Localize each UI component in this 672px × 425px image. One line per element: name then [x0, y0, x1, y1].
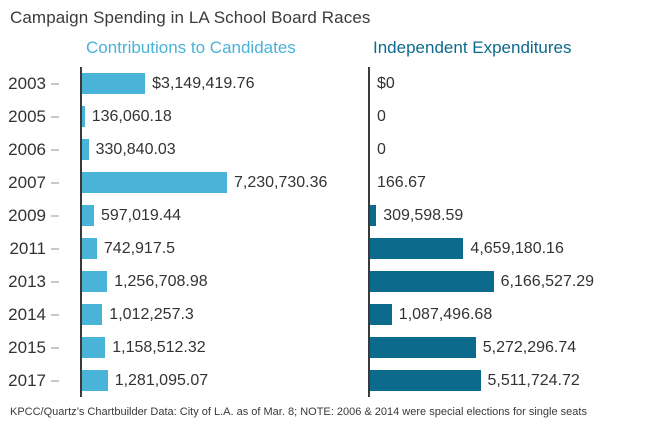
bar-row: 2006 330,840.03 0: [8, 133, 672, 166]
expenditures-cell: 6,166,527.29: [368, 265, 672, 298]
bar-row: 2014 1,012,257.3 1,087,496.68: [8, 298, 672, 331]
expenditures-cell: 0: [368, 133, 672, 166]
header-spacer: [10, 38, 80, 58]
year-label: 2011: [9, 232, 80, 265]
value-label: $0: [377, 74, 395, 92]
bar-row: 2011 742,917.5 4,659,180.16: [9, 232, 672, 265]
contributions-cell: 597,019.44: [80, 199, 368, 232]
value-label: 1,012,257.3: [109, 305, 194, 323]
contributions-cell: 330,840.03: [80, 133, 368, 166]
expenditures-bar: [370, 370, 481, 391]
axis-tick-icon: [51, 148, 59, 151]
expenditures-cell: $0: [368, 67, 672, 100]
year-label: 2014: [8, 298, 80, 331]
contributions-cell: 1,281,095.07: [80, 364, 368, 397]
value-label: 1,256,708.98: [114, 272, 208, 290]
contributions-bar: [82, 106, 85, 127]
value-label: 4,659,180.16: [470, 239, 564, 257]
paired-bar-chart: 2003 $3,149,419.76 $0 2005 136,060.18 0 2006 33…: [8, 67, 672, 397]
value-label: 309,598.59: [383, 206, 464, 224]
expenditures-bar: [370, 271, 494, 292]
expenditures-cell: 4,659,180.16: [368, 232, 672, 265]
axis-tick-icon: [51, 346, 59, 349]
contributions-bar: [82, 205, 94, 226]
year-label: 2017: [8, 364, 80, 397]
expenditures-header: Independent Expenditures: [373, 38, 572, 57]
axis-tick-icon: [51, 82, 59, 85]
contributions-cell: 1,158,512.32: [80, 331, 368, 364]
contributions-cell: 136,060.18: [80, 100, 368, 133]
contributions-bar: [82, 304, 103, 325]
value-label: 0: [377, 107, 386, 125]
value-label: 1,281,095.07: [114, 371, 209, 389]
contributions-bar: [82, 238, 97, 259]
expenditures-bar: [370, 337, 476, 358]
axis-tick-icon: [51, 313, 59, 316]
contributions-cell: 1,012,257.3: [80, 298, 368, 331]
source-note: KPCC/Quartz’s Chartbuilder Data: City of…: [10, 406, 587, 418]
year-label: 2006: [8, 133, 80, 166]
expenditures-bar: [370, 304, 392, 325]
year-label: 2003: [8, 67, 80, 100]
axis-tick-icon: [51, 214, 59, 217]
bar-row: 2013 1,256,708.98 6,166,527.29: [8, 265, 672, 298]
value-label: 5,511,724.72: [487, 371, 580, 389]
value-label: 0: [377, 140, 386, 158]
bar-row: 2009 597,019.44 309,598.59: [8, 199, 672, 232]
bar-row: 2003 $3,149,419.76 $0: [8, 67, 672, 100]
axis-tick-icon: [51, 280, 59, 283]
value-label: 742,917.5: [103, 239, 176, 257]
series-headers: Contributions to Candidates Independent …: [10, 38, 672, 58]
value-label: 136,060.18: [91, 107, 172, 125]
bar-row: 2007 7,230,730.36 166.67: [8, 166, 672, 199]
contributions-header: Contributions to Candidates: [86, 38, 296, 57]
year-label: 2005: [8, 100, 80, 133]
value-label: 166.67: [377, 173, 426, 191]
expenditures-bar: [370, 238, 464, 259]
value-label: 1,158,512.32: [112, 338, 206, 356]
contributions-bar: [82, 139, 89, 160]
contributions-cell: $3,149,419.76: [80, 67, 368, 100]
contributions-bar: [82, 172, 227, 193]
contributions-bar: [82, 73, 146, 94]
axis-tick-icon: [51, 115, 59, 118]
contributions-bar: [82, 337, 106, 358]
contributions-bar: [82, 370, 108, 391]
page-title: Campaign Spending in LA School Board Rac…: [10, 8, 371, 27]
year-label: 2015: [8, 331, 80, 364]
contributions-bar: [82, 271, 108, 292]
value-label: 6,166,527.29: [500, 272, 595, 290]
expenditures-cell: 309,598.59: [368, 199, 672, 232]
expenditures-cell: 166.67: [368, 166, 672, 199]
contributions-cell: 742,917.5: [80, 232, 368, 265]
year-label: 2009: [8, 199, 80, 232]
value-label: 330,840.03: [95, 140, 176, 158]
value-label: 7,230,730.36: [234, 173, 328, 191]
year-label: 2007: [8, 166, 80, 199]
bar-row: 2015 1,158,512.32 5,272,296.74: [8, 331, 672, 364]
expenditures-cell: 0: [368, 100, 672, 133]
value-label: 1,087,496.68: [398, 305, 493, 323]
expenditures-cell: 5,272,296.74: [368, 331, 672, 364]
value-label: $3,149,419.76: [152, 74, 255, 92]
axis-tick-icon: [51, 379, 59, 382]
expenditures-cell: 1,087,496.68: [368, 298, 672, 331]
expenditures-bar: [370, 205, 377, 226]
bar-row: 2005 136,060.18 0: [8, 100, 672, 133]
expenditures-cell: 5,511,724.72: [368, 364, 672, 397]
value-label: 5,272,296.74: [482, 338, 577, 356]
value-label: 597,019.44: [100, 206, 182, 224]
contributions-cell: 7,230,730.36: [80, 166, 368, 199]
axis-tick-icon: [51, 181, 59, 184]
contributions-cell: 1,256,708.98: [80, 265, 368, 298]
axis-tick-icon: [51, 247, 59, 250]
year-label: 2013: [8, 265, 80, 298]
bar-row: 2017 1,281,095.07 5,511,724.72: [8, 364, 672, 397]
